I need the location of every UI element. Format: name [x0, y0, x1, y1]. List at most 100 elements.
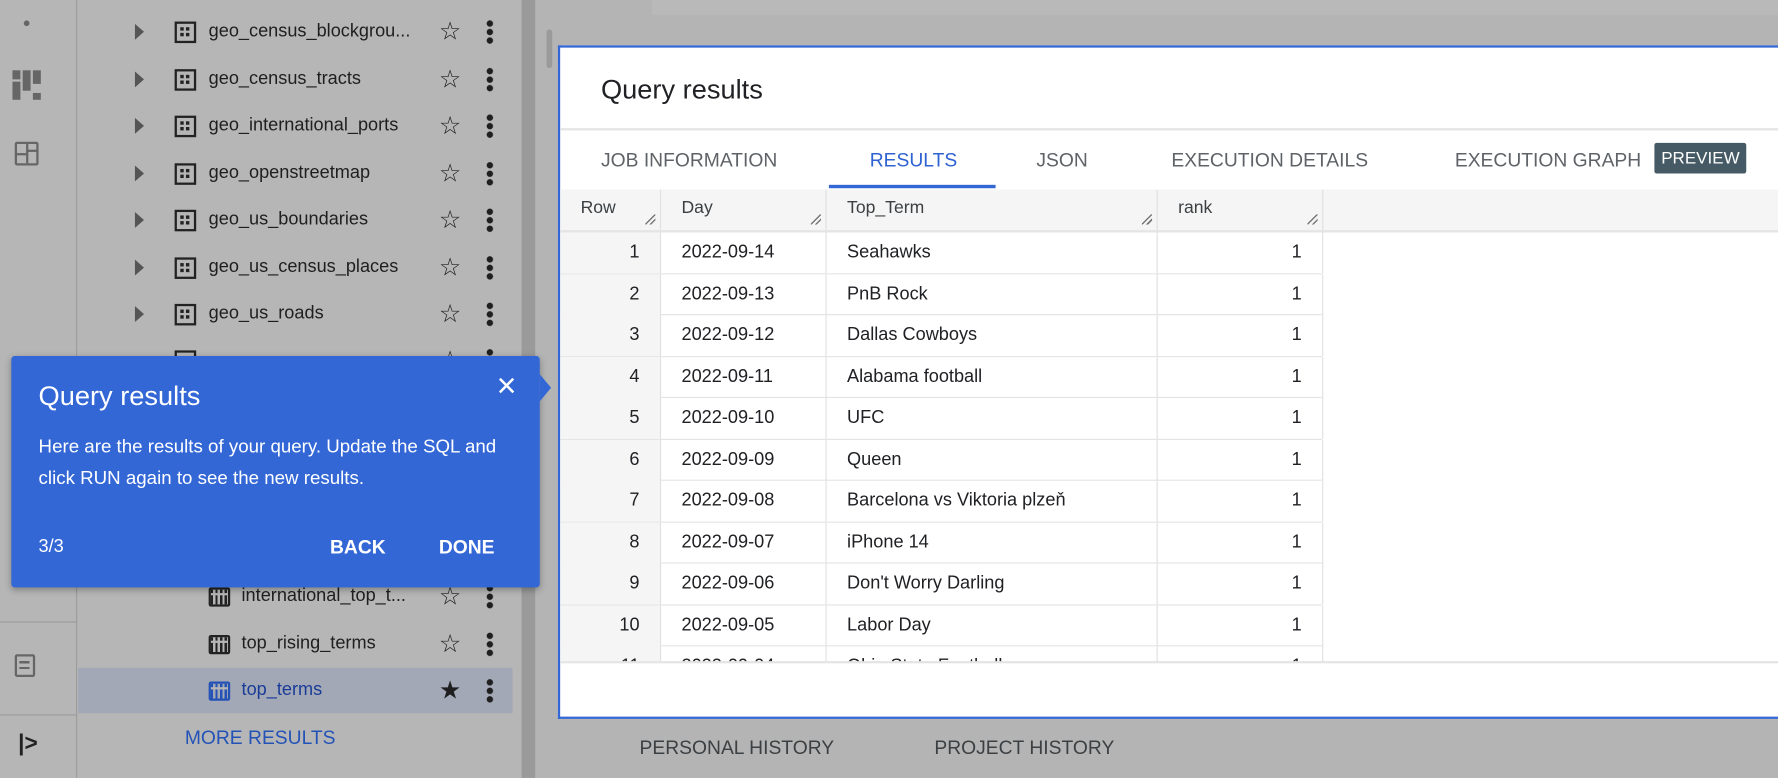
- close-icon[interactable]: ×: [496, 367, 517, 405]
- expand-arrow-icon[interactable]: [134, 165, 145, 182]
- row-number-cell: 9: [560, 563, 662, 605]
- tab-project-history[interactable]: PROJECT HISTORY: [934, 737, 1115, 759]
- tab-personal-history[interactable]: PERSONAL HISTORY: [639, 737, 835, 759]
- rank-cell: 1: [1158, 646, 1324, 662]
- column-header-top-term[interactable]: Top_Term: [827, 189, 1158, 231]
- day-cell: 2022-09-11: [661, 356, 827, 398]
- top-term-cell: Seahawks: [827, 232, 1158, 274]
- more-vert-icon[interactable]: [486, 207, 494, 233]
- day-cell: 2022-09-05: [661, 604, 827, 646]
- tree-item-label: geo_international_ports: [208, 115, 399, 135]
- star-outline-icon[interactable]: ☆: [438, 17, 462, 46]
- tooltip-step-counter: 3/3: [38, 537, 64, 557]
- more-vert-icon[interactable]: [486, 113, 494, 139]
- more-vert-icon[interactable]: [486, 678, 494, 704]
- more-vert-icon[interactable]: [486, 583, 494, 609]
- panel-title: Query results: [600, 74, 763, 106]
- star-filled-icon[interactable]: ★: [438, 675, 462, 705]
- divider: [0, 714, 78, 716]
- top-term-cell: Dallas Cowboys: [827, 315, 1158, 357]
- more-vert-icon[interactable]: [486, 161, 494, 186]
- tree-item[interactable]: geo_census_tracts ☆: [78, 57, 512, 102]
- star-outline-icon[interactable]: ☆: [438, 252, 462, 282]
- star-outline-icon[interactable]: ☆: [438, 299, 462, 328]
- star-outline-icon[interactable]: ☆: [438, 158, 462, 188]
- expand-arrow-icon[interactable]: [134, 259, 145, 276]
- rank-cell: 1: [1158, 563, 1324, 605]
- top-term-cell: Barcelona vs Viktoria plzeň: [827, 480, 1158, 522]
- analytics-hub-icon[interactable]: [12, 70, 42, 100]
- table-row: 4 2022-09-11 Alabama football 1: [560, 356, 1324, 399]
- table-header: Row Day Top_Term rank: [560, 189, 1778, 233]
- day-cell: 2022-09-13: [661, 273, 827, 315]
- expand-arrow-icon[interactable]: [134, 23, 145, 40]
- row-number-cell: 2: [560, 273, 662, 315]
- tree-item[interactable]: geo_international_ports ☆: [78, 103, 512, 148]
- tree-item[interactable]: international_top_t... ☆: [78, 574, 512, 619]
- table-row: 2 2022-09-13 PnB Rock 1: [560, 273, 1324, 316]
- row-number-cell: 5: [560, 398, 662, 439]
- notes-sparkle-icon[interactable]: [14, 654, 36, 677]
- tree-item-label: geo_openstreetmap: [208, 163, 371, 183]
- dataset-icon: [174, 162, 197, 185]
- star-outline-icon[interactable]: ☆: [438, 64, 462, 93]
- tab-results[interactable]: RESULTS: [869, 149, 958, 172]
- tree-item[interactable]: geo_us_census_places ☆: [78, 245, 512, 290]
- expand-arrow-icon[interactable]: [134, 71, 145, 88]
- scrollbar-thumb[interactable]: [546, 29, 553, 69]
- dashboard-icon[interactable]: [14, 141, 39, 166]
- row-number-cell: 1: [560, 232, 662, 274]
- tree-item[interactable]: geo_us_boundaries ☆: [78, 197, 512, 242]
- day-cell: 2022-09-06: [661, 563, 827, 605]
- star-outline-icon[interactable]: ☆: [438, 581, 462, 611]
- tree-item-label: geo_census_tracts: [208, 69, 361, 89]
- tour-tooltip: Query results × Here are the results of …: [11, 356, 552, 588]
- top-term-cell: UFC: [827, 398, 1158, 439]
- more-vert-icon[interactable]: [486, 301, 494, 327]
- top-term-cell: PnB Rock: [827, 273, 1158, 315]
- tab-job-information[interactable]: JOB INFORMATION: [600, 149, 778, 172]
- table-row: 6 2022-09-09 Queen 1: [560, 439, 1324, 481]
- rank-cell: 1: [1158, 439, 1324, 481]
- tab-execution-graph[interactable]: EXECUTION GRAPH: [1454, 149, 1642, 172]
- dataset-icon: [174, 20, 197, 43]
- top-strip: [652, 0, 1778, 15]
- dataset-icon: [174, 209, 197, 231]
- rank-cell: 1: [1158, 315, 1324, 357]
- expand-arrow-icon[interactable]: [134, 212, 145, 228]
- day-cell: 2022-09-08: [661, 480, 827, 522]
- column-header-rank[interactable]: rank: [1158, 189, 1324, 231]
- expand-panel-icon[interactable]: |>: [18, 731, 38, 757]
- tree-item[interactable]: geo_openstreetmap ☆: [78, 151, 512, 196]
- back-button[interactable]: BACK: [329, 536, 386, 558]
- tree-item-label: geo_census_blockgrou...: [208, 21, 411, 41]
- tab-json[interactable]: JSON: [1036, 149, 1088, 172]
- more-results-link[interactable]: MORE RESULTS: [184, 726, 336, 749]
- more-vert-icon[interactable]: [486, 631, 494, 657]
- day-cell: 2022-09-12: [661, 315, 827, 357]
- column-header-day[interactable]: Day: [661, 189, 827, 231]
- day-cell: 2022-09-09: [661, 439, 827, 481]
- star-outline-icon[interactable]: ☆: [438, 111, 462, 140]
- expand-arrow-icon[interactable]: [134, 306, 145, 323]
- rank-cell: 1: [1158, 356, 1324, 398]
- day-cell: 2022-09-14: [661, 232, 827, 274]
- tab-execution-details[interactable]: EXECUTION DETAILS: [1171, 149, 1369, 172]
- top-term-cell: Labor Day: [827, 604, 1158, 646]
- column-header-row[interactable]: Row: [560, 189, 662, 231]
- tree-item[interactable]: geo_us_roads ☆: [78, 291, 512, 336]
- tree-item[interactable]: geo_census_blockgrou... ☆: [78, 9, 512, 54]
- star-outline-icon[interactable]: ☆: [438, 205, 462, 234]
- more-vert-icon[interactable]: [486, 19, 494, 45]
- row-number-cell: 7: [560, 480, 662, 522]
- tree-item-label: international_top_t...: [241, 586, 406, 606]
- star-outline-icon[interactable]: ☆: [438, 629, 462, 658]
- table-row: 112022-09-04Ohio State Football1: [560, 646, 1324, 662]
- done-button[interactable]: DONE: [438, 536, 495, 558]
- rank-cell: 1: [1158, 232, 1324, 274]
- tree-item[interactable]: top_terms ★: [78, 667, 513, 714]
- more-vert-icon[interactable]: [486, 66, 494, 92]
- tree-item[interactable]: top_rising_terms ☆: [78, 621, 512, 666]
- more-vert-icon[interactable]: [486, 255, 494, 281]
- expand-arrow-icon[interactable]: [134, 117, 145, 134]
